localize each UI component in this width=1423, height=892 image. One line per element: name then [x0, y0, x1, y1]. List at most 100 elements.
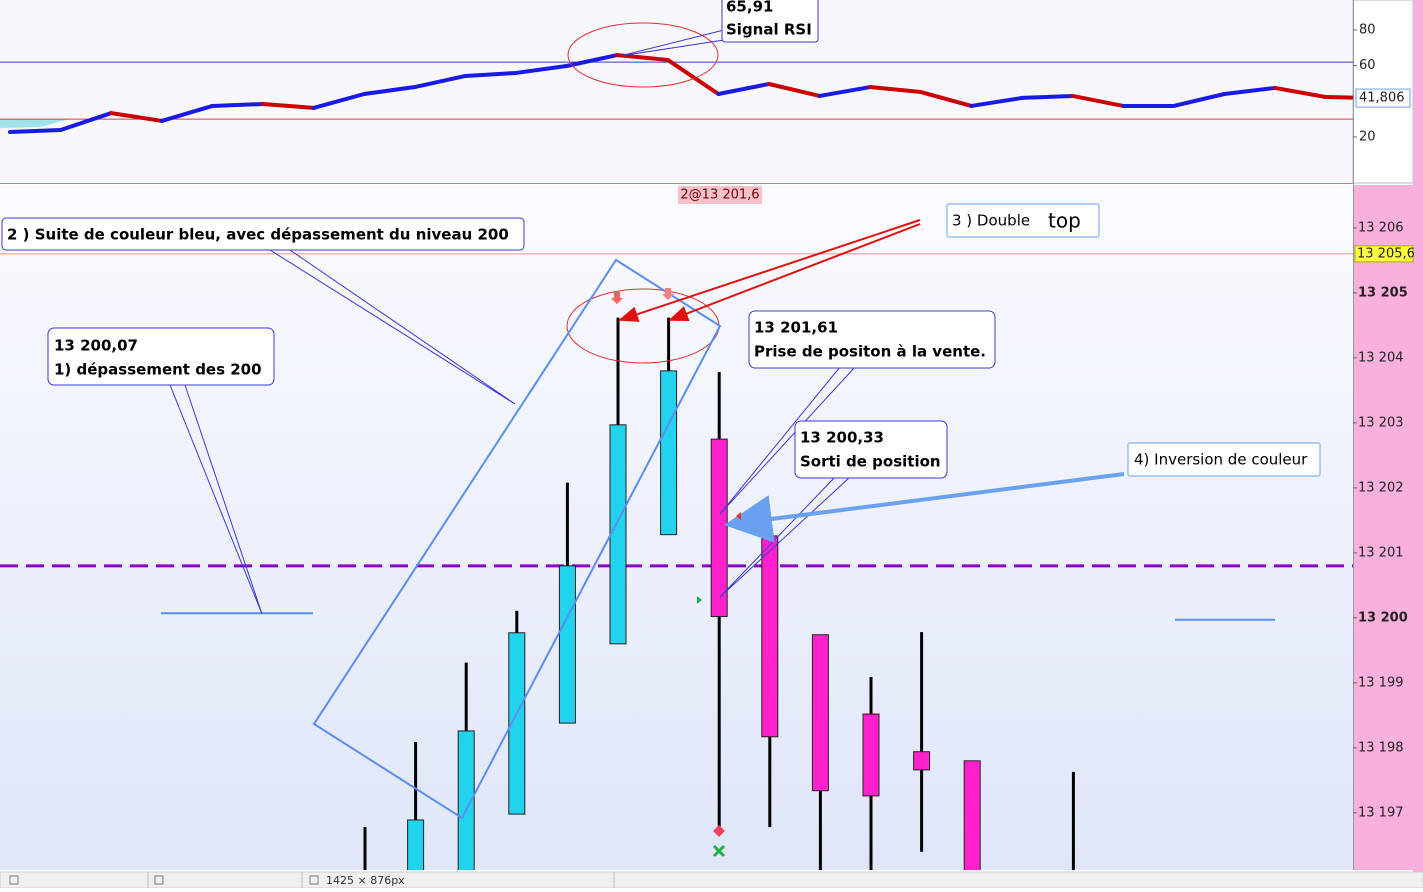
- arrow: [724, 472, 1125, 543]
- rsi-segment: [1070, 93, 1126, 108]
- ellipse: [567, 22, 719, 88]
- rsi-segment: [514, 63, 569, 75]
- rsi-segment: [210, 101, 265, 108]
- candle-body: [609, 424, 627, 645]
- callout-text: 65,91: [726, 0, 773, 16]
- status-bar: [0, 871, 1423, 889]
- rsi-segment: [311, 91, 367, 110]
- rsi-segment: [969, 95, 1024, 108]
- rsi-segment: [463, 70, 518, 78]
- y-tick-label: 13 200: [1358, 610, 1408, 625]
- y-tick-label: 13 205: [1358, 285, 1408, 300]
- rsi-segment: [716, 82, 771, 96]
- order-label-box: [678, 186, 762, 204]
- rsi-segment: [1222, 85, 1277, 96]
- y-tick-label: 13 199: [1358, 675, 1404, 690]
- y-tick-label: 13 202: [1358, 480, 1404, 495]
- rsi-segment: [817, 85, 873, 98]
- callout-text: 13 200,07: [54, 337, 138, 355]
- rsi-segment: [1273, 85, 1328, 100]
- status-icon: [154, 875, 164, 885]
- oversold-fill: [0, 119, 70, 128]
- callout-box: [1, 217, 525, 251]
- candle-body: [710, 438, 728, 618]
- signal-marker: [611, 292, 623, 304]
- callout-box: [946, 203, 1100, 238]
- callout-box: [748, 310, 996, 369]
- price-plot: [0, 253, 1353, 870]
- callout-text: top: [1048, 209, 1081, 233]
- last-value: 41,806: [1359, 91, 1405, 106]
- rsi-segment: [665, 57, 721, 96]
- arrow: [618, 219, 921, 322]
- callout-text: 3 ) Double: [952, 212, 1030, 230]
- rsi-segment: [1323, 95, 1353, 100]
- rsi-segment: [1171, 91, 1227, 108]
- candle-body: [407, 819, 425, 870]
- rsi-segment: [868, 85, 923, 95]
- callout-text: 13 201,61: [754, 319, 838, 337]
- candle-body: [761, 535, 779, 738]
- rsi-segment: [615, 53, 670, 62]
- signal-marker: [713, 825, 725, 837]
- callout-box: [1127, 442, 1321, 477]
- callout-pointer: [719, 366, 856, 515]
- callout-text: Prise de positon à la vente.: [754, 343, 986, 361]
- y-tick-label: 13 203: [1358, 415, 1404, 430]
- rsi-segment: [1020, 93, 1075, 100]
- y-tick-label: 80: [1359, 22, 1376, 37]
- candle-body: [963, 760, 981, 870]
- rsi-segment: [159, 103, 215, 123]
- candle-body: [913, 751, 931, 771]
- candle-body: [811, 634, 829, 792]
- callout-text: 1) dépassement des 200: [54, 361, 262, 379]
- candle-body: [558, 565, 576, 724]
- rsi-plot: [0, 53, 1353, 134]
- candle-body: [660, 370, 678, 536]
- rsi-segment: [767, 82, 822, 98]
- callout-text: 2 ) Suite de couleur bleu, avec dépassem…: [7, 226, 509, 244]
- rsi-segment: [261, 101, 316, 110]
- level-label-box: [1354, 245, 1414, 263]
- signal-marker: [697, 596, 702, 604]
- y-tick-label: 60: [1359, 58, 1376, 73]
- callouts: 65,91 Signal RSI 2 ) Suite de couleur bl…: [1, 0, 1321, 479]
- last-value-box: [1355, 88, 1411, 108]
- callout-text: 4) Inversion de couleur: [1134, 451, 1308, 469]
- channel-box: [312, 258, 722, 820]
- status-size: 1425 × 876px: [326, 874, 405, 887]
- callout-pointer: [269, 249, 516, 405]
- order-label: 2@13 201,6: [680, 188, 759, 203]
- callout-text: Signal RSI: [726, 21, 812, 39]
- status-dividers: [147, 872, 615, 888]
- rsi-segment: [412, 73, 468, 90]
- y-tick-label: 13 204: [1358, 350, 1404, 365]
- callout-text: 13 200,33: [800, 429, 884, 447]
- candle-body: [457, 730, 475, 870]
- callout-box: [794, 420, 948, 479]
- rsi-segment: [109, 111, 164, 123]
- price-axis: [1353, 185, 1413, 870]
- arrow: [668, 223, 921, 322]
- callout-pointer: [619, 29, 725, 57]
- exit-marker: [712, 844, 726, 858]
- right-strip: [1413, 0, 1423, 888]
- drawings: [169, 22, 1125, 858]
- rsi-segment: [362, 85, 417, 96]
- signal-marker: [736, 512, 741, 520]
- rsi-panel: [0, 0, 1353, 183]
- status-icon: [9, 875, 19, 885]
- callout-pointer: [169, 384, 263, 615]
- y-tick-label: 13 201: [1358, 545, 1404, 560]
- y-tick-label: 20: [1359, 129, 1376, 144]
- candle-body: [508, 632, 526, 815]
- callout-box: [721, 0, 819, 43]
- y-tick-label: 13 206: [1358, 220, 1404, 235]
- level-label: 13 205,6: [1357, 246, 1415, 261]
- rsi-segment: [564, 53, 620, 68]
- status-icon: [309, 875, 319, 885]
- candle-body: [862, 713, 880, 797]
- callout-text: Sorti de position: [800, 453, 941, 471]
